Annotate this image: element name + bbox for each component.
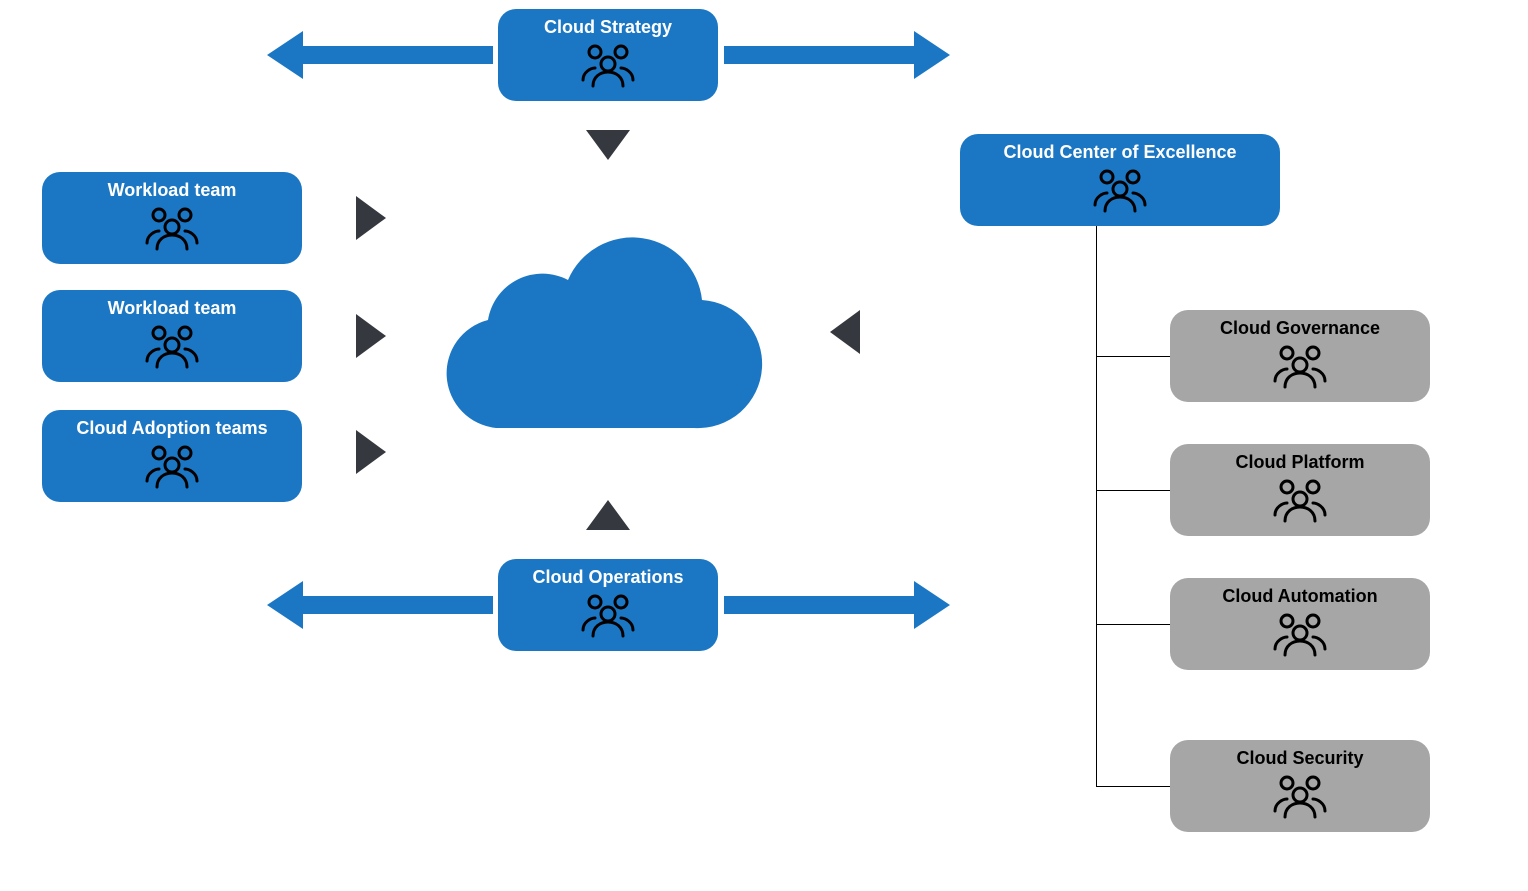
arrow-left-icon (267, 31, 493, 79)
people-icon (137, 205, 207, 256)
cloud-operations-box: Cloud Operations (498, 559, 718, 651)
cloud-automation-label: Cloud Automation (1170, 586, 1430, 607)
arrow-right-icon (724, 581, 950, 629)
people-icon (1085, 167, 1155, 218)
cloud-platform-box: Cloud Platform (1170, 444, 1430, 536)
cloud-adoption-teams-label: Cloud Adoption teams (42, 418, 302, 439)
people-icon (573, 42, 643, 93)
cloud-governance-label: Cloud Governance (1170, 318, 1430, 339)
workload-team-label: Workload team (42, 180, 302, 201)
org-line-h (1096, 490, 1170, 491)
triangle-left-icon (830, 310, 860, 354)
cloud-security-box: Cloud Security (1170, 740, 1430, 832)
workload-team-box: Workload team (42, 290, 302, 382)
people-icon (137, 323, 207, 374)
triangle-right-icon (356, 430, 386, 474)
people-icon (1265, 611, 1335, 662)
cloud-governance-box: Cloud Governance (1170, 310, 1430, 402)
cloud-operations-label: Cloud Operations (498, 567, 718, 588)
org-line-h (1096, 356, 1170, 357)
cloud-automation-box: Cloud Automation (1170, 578, 1430, 670)
cloud-security-label: Cloud Security (1170, 748, 1430, 769)
triangle-up-icon (586, 500, 630, 530)
people-icon (573, 592, 643, 643)
workload-team-label: Workload team (42, 298, 302, 319)
cloud-center-of-excellence-label: Cloud Center of Excellence (960, 142, 1280, 163)
org-line-h (1096, 624, 1170, 625)
cloud-icon (442, 220, 772, 450)
org-line-vertical (1096, 226, 1097, 786)
people-icon (1265, 477, 1335, 528)
cloud-platform-label: Cloud Platform (1170, 452, 1430, 473)
triangle-down-icon (586, 130, 630, 160)
people-icon (1265, 343, 1335, 394)
cloud-adoption-teams-box: Cloud Adoption teams (42, 410, 302, 502)
arrow-left-icon (267, 581, 493, 629)
cloud-strategy-label: Cloud Strategy (498, 17, 718, 38)
org-line-h (1096, 786, 1170, 787)
arrow-right-icon (724, 31, 950, 79)
cloud-center-of-excellence-box: Cloud Center of Excellence (960, 134, 1280, 226)
triangle-right-icon (356, 196, 386, 240)
people-icon (137, 443, 207, 494)
workload-team-box: Workload team (42, 172, 302, 264)
cloud-strategy-box: Cloud Strategy (498, 9, 718, 101)
people-icon (1265, 773, 1335, 824)
triangle-right-icon (356, 314, 386, 358)
